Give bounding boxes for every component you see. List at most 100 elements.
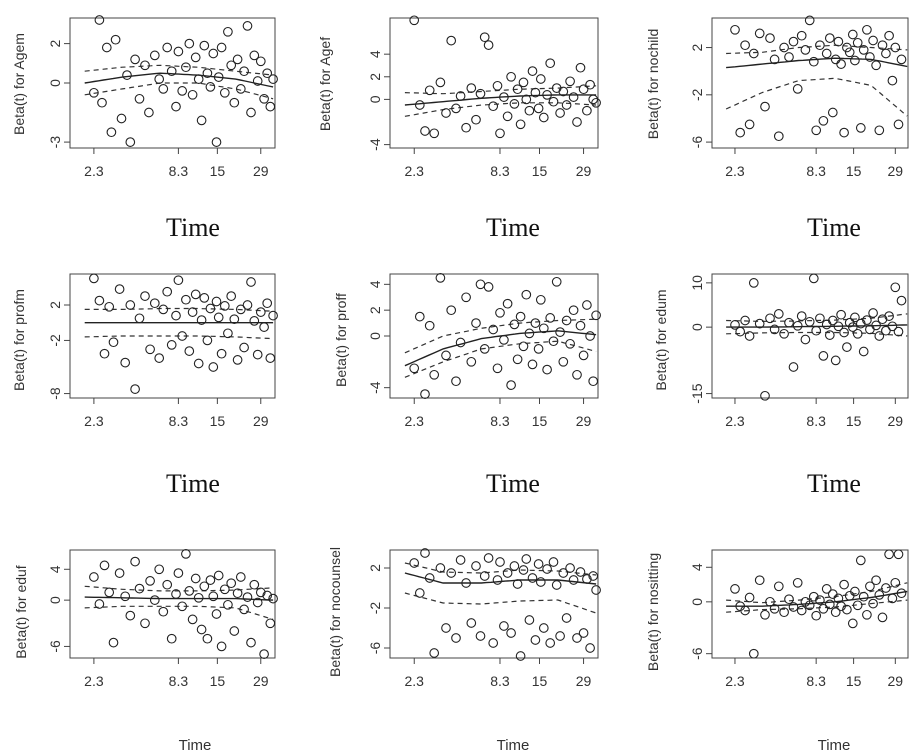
- upper-band-nositting: [726, 582, 908, 604]
- y-tick-label-eduf: 0: [47, 596, 63, 604]
- data-point-proff: [414, 311, 425, 322]
- data-point-agef: [565, 76, 575, 87]
- data-point-proff: [551, 276, 562, 287]
- data-point-profm: [134, 313, 145, 324]
- data-point-eduf: [232, 588, 243, 599]
- data-point-nochild: [744, 119, 755, 130]
- data-point-agem: [190, 52, 201, 63]
- data-point-profm: [187, 307, 198, 317]
- data-point-agef: [588, 94, 599, 105]
- data-point-nositting: [858, 591, 869, 602]
- data-point-agem: [199, 40, 210, 51]
- data-point-eduf: [104, 587, 115, 598]
- data-point-nocounsel: [471, 561, 481, 571]
- data-point-edum: [730, 320, 740, 330]
- data-point-nocounsel: [475, 631, 486, 641]
- data-point-profm: [235, 304, 246, 315]
- y-tick-label-nositting: -6: [689, 647, 705, 660]
- y-tick-label-profm: 2: [47, 301, 63, 309]
- data-point-nocounsel: [466, 618, 477, 628]
- data-point-profm: [242, 300, 253, 310]
- data-point-nochild: [796, 30, 807, 41]
- upper-band-nochild: [726, 44, 908, 55]
- data-point-eduf: [184, 586, 195, 596]
- data-point-nocounsel: [575, 567, 586, 577]
- data-point-edum: [760, 390, 770, 401]
- data-point-nochild: [808, 56, 819, 67]
- data-point-profm: [265, 353, 276, 363]
- plot-frame-nositting: [711, 549, 909, 659]
- smooth-estimate-nocounsel: [404, 572, 597, 585]
- data-point-profm: [239, 342, 249, 353]
- data-point-nocounsel: [555, 631, 565, 641]
- data-point-nocounsel: [572, 633, 582, 643]
- x-tick-label-edum: 29: [888, 413, 904, 429]
- data-point-agem: [213, 72, 224, 82]
- ylabel-profm: Beta(t) for profm: [11, 289, 27, 391]
- data-point-nocounsel: [461, 578, 471, 588]
- plot-profm: -8 -2 2 2.3 8.3 15 29: [47, 273, 278, 429]
- data-point-nochild: [839, 127, 849, 138]
- data-point-eduf: [145, 576, 155, 586]
- data-point-edum: [821, 319, 832, 330]
- y-tick-label-agem: -3: [47, 136, 63, 149]
- data-point-nochild: [890, 42, 901, 53]
- data-point-agef: [533, 103, 544, 114]
- data-point-nocounsel: [591, 585, 601, 595]
- x-tick-label-agem: 8.3: [169, 163, 189, 179]
- data-point-nochild: [815, 40, 825, 51]
- data-point-proff: [524, 328, 535, 339]
- plot-frame-nochild: [711, 17, 909, 149]
- data-point-edum: [862, 315, 872, 325]
- data-point-nocounsel: [515, 651, 526, 661]
- data-point-agem: [130, 54, 140, 65]
- xlabel-nositting: Time: [818, 737, 851, 754]
- data-point-eduf: [134, 583, 145, 594]
- data-point-eduf: [223, 599, 233, 610]
- data-point-agef: [429, 128, 440, 139]
- y-tick-label-proff: 4: [367, 280, 383, 288]
- data-point-eduf: [202, 633, 213, 644]
- data-point-agef: [502, 111, 513, 122]
- smooth-estimate-agef: [404, 94, 597, 106]
- data-point-agef: [535, 74, 546, 84]
- data-point-profm: [262, 298, 273, 309]
- data-point-agef: [424, 85, 435, 96]
- data-point-proff: [572, 369, 582, 380]
- panel-proff: Beta(t) for proff Time: [333, 293, 540, 498]
- data-point-nochild: [858, 45, 869, 55]
- data-point-agef: [409, 15, 420, 26]
- panel-nositting: Beta(t) for nositting Time: [645, 553, 850, 754]
- y-tick-label-eduf: -6: [47, 640, 63, 653]
- data-point-nocounsel: [441, 623, 451, 633]
- data-point-nositting: [842, 604, 852, 615]
- data-point-agem: [232, 54, 243, 65]
- data-point-agef: [521, 94, 532, 105]
- data-point-eduf: [154, 564, 165, 575]
- data-point-nocounsel: [488, 638, 499, 648]
- y-tick-label-agef: 0: [367, 95, 383, 103]
- xlabel-edum: Time: [807, 469, 861, 498]
- data-point-eduf: [219, 584, 230, 595]
- data-point-agem: [196, 115, 207, 126]
- data-point-eduf: [177, 601, 188, 612]
- upper-band-agem: [84, 64, 274, 76]
- data-point-nochild: [833, 36, 844, 47]
- data-point-nochild: [827, 107, 838, 118]
- data-point-nositting: [796, 605, 807, 616]
- data-point-nochild: [779, 42, 789, 53]
- x-tick-label-agef: 29: [576, 163, 592, 179]
- data-point-edum: [836, 309, 846, 320]
- xlabel-nochild: Time: [807, 213, 861, 242]
- data-point-eduf: [173, 568, 184, 578]
- data-point-proff: [502, 298, 513, 309]
- panel-nocounsel: Beta(t) for nocounsel Time: [327, 547, 529, 754]
- data-point-profm: [199, 293, 210, 303]
- data-point-eduf: [249, 579, 260, 590]
- data-point-profm: [259, 322, 269, 332]
- data-point-nositting: [830, 607, 841, 618]
- data-point-nocounsel: [429, 648, 440, 658]
- y-tick-label-proff: -4: [367, 381, 383, 394]
- data-point-profm: [205, 303, 216, 314]
- plot-frame-nocounsel: [389, 549, 599, 659]
